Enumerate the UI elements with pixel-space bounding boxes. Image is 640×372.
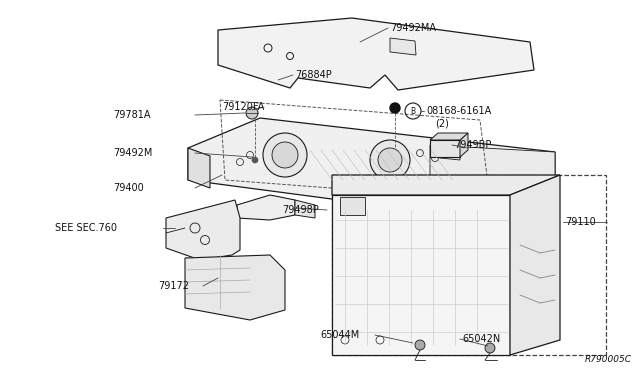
Circle shape (246, 107, 258, 119)
Circle shape (263, 133, 307, 177)
Polygon shape (430, 140, 460, 157)
Polygon shape (166, 200, 240, 260)
Text: B: B (410, 106, 415, 115)
Polygon shape (332, 195, 510, 355)
Polygon shape (237, 195, 295, 220)
Circle shape (390, 103, 400, 113)
Polygon shape (295, 200, 315, 218)
Circle shape (378, 148, 402, 172)
Text: (2): (2) (435, 118, 449, 128)
Circle shape (370, 140, 410, 180)
Text: 76884P: 76884P (295, 70, 332, 80)
Text: SEE SEC.760: SEE SEC.760 (55, 223, 117, 233)
Text: R790005C: R790005C (585, 355, 632, 364)
Polygon shape (430, 133, 468, 140)
Text: 79110: 79110 (565, 217, 596, 227)
Text: 79172: 79172 (158, 281, 189, 291)
Circle shape (252, 157, 258, 163)
Circle shape (485, 343, 495, 353)
Polygon shape (440, 148, 460, 160)
Text: 08168-6161A: 08168-6161A (426, 106, 492, 116)
Text: 65042N: 65042N (462, 334, 500, 344)
Polygon shape (188, 148, 210, 188)
Polygon shape (332, 175, 560, 195)
Polygon shape (185, 255, 285, 320)
Polygon shape (188, 118, 555, 212)
Polygon shape (430, 145, 555, 183)
Polygon shape (340, 197, 365, 215)
Text: 79781A: 79781A (113, 110, 150, 120)
Text: 65044M: 65044M (320, 330, 359, 340)
Text: 7949BP: 7949BP (454, 140, 492, 150)
Circle shape (272, 142, 298, 168)
Text: 79492M: 79492M (113, 148, 152, 158)
Polygon shape (460, 133, 468, 157)
Polygon shape (390, 38, 416, 55)
Text: 79498P: 79498P (282, 205, 319, 215)
Text: 79492MA: 79492MA (390, 23, 436, 33)
Polygon shape (218, 18, 534, 90)
Polygon shape (510, 175, 560, 355)
Text: 79120FA: 79120FA (222, 102, 264, 112)
Circle shape (415, 340, 425, 350)
Polygon shape (455, 200, 476, 213)
Text: 79400: 79400 (113, 183, 144, 193)
